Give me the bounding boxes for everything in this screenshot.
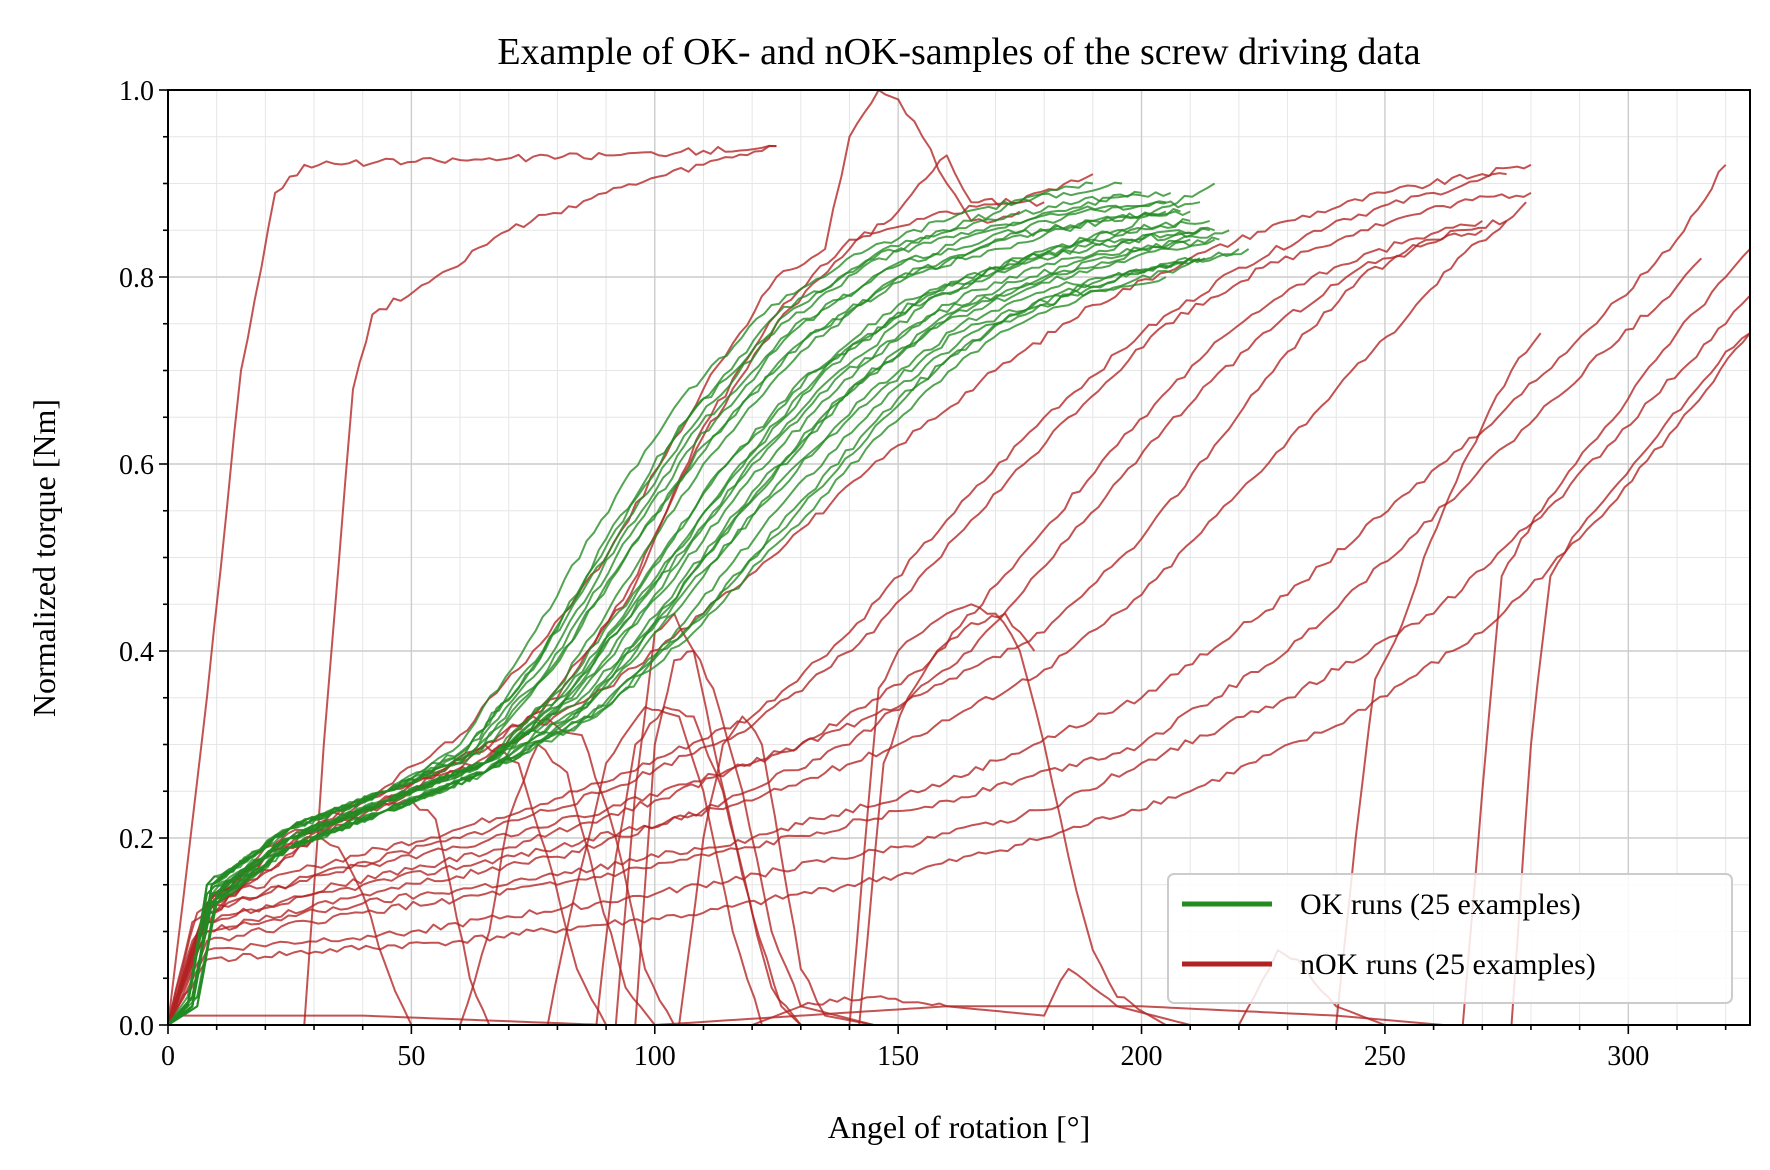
nok-run-line [848, 603, 1167, 1025]
nok-run-line [168, 220, 1483, 1025]
y-tick-label: 0.0 [119, 1011, 154, 1042]
x-axis-ticks: 0 50 100 150 200 250 300 [161, 1025, 1727, 1072]
x-tick-label: 100 [634, 1041, 676, 1072]
ok-run-line [168, 227, 1210, 1025]
nok-run-line [168, 219, 1508, 1025]
nok-run-line [168, 172, 1507, 1025]
legend-label-ok: OK runs (25 examples) [1300, 888, 1581, 921]
nok-run-line [678, 715, 874, 1025]
nok-run-line [546, 706, 763, 1025]
nok-run-line [1335, 332, 1542, 1025]
x-tick-label: 200 [1121, 1041, 1163, 1072]
nok-run-line [303, 145, 777, 1025]
y-tick-label: 0.8 [119, 263, 154, 294]
nok-run-line [168, 332, 1750, 1025]
nok-run-line [168, 257, 1703, 1025]
x-axis-label: Angel of rotation [°] [828, 1109, 1091, 1145]
nok-run-line [614, 612, 802, 1025]
x-tick-label: 300 [1607, 1041, 1649, 1072]
ok-run-line [168, 219, 1210, 1025]
nok-run-line [168, 192, 1532, 1025]
x-tick-label: 150 [877, 1041, 919, 1072]
y-tick-label: 0.2 [119, 824, 154, 855]
nok-run-line [168, 1005, 1444, 1025]
nok-run-line [858, 612, 1036, 1025]
ok-run-line [168, 257, 1206, 1025]
minor-grid [168, 90, 1750, 1025]
x-tick-label: 0 [161, 1041, 175, 1072]
nok-run-line [168, 295, 1750, 1025]
nok-run-line [168, 144, 777, 1025]
y-axis-label: Normalized torque [Nm] [26, 399, 62, 717]
ok-run-line [168, 236, 1220, 1025]
nok-run-line [1510, 332, 1750, 1025]
nok-run-line [168, 154, 1094, 1025]
nok-run-line [168, 743, 656, 1025]
series-lines [168, 90, 1750, 1025]
legend-label-nok: nOK runs (25 examples) [1300, 948, 1596, 981]
y-axis-ticks: 0.0 0.2 0.4 0.6 0.8 1.0 [119, 76, 168, 1042]
ok-run-line [168, 181, 1123, 1025]
nok-run-line [168, 229, 1483, 1025]
ok-run-line [168, 226, 1215, 1025]
y-tick-label: 0.4 [119, 637, 154, 668]
y-tick-label: 0.6 [119, 450, 154, 481]
legend-box [1167, 873, 1733, 1004]
chart-title: Example of OK- and nOK-samples of the sc… [497, 31, 1420, 73]
nok-run-line [1461, 248, 1750, 1025]
x-tick-label: 250 [1364, 1041, 1406, 1072]
x-tick-label: 50 [397, 1041, 425, 1072]
legend: OK runs (25 examples) nOK runs (25 examp… [1167, 873, 1733, 1004]
nok-run-line [168, 201, 1527, 1025]
y-tick-label: 1.0 [119, 76, 154, 107]
nok-run-line [168, 164, 1727, 1025]
nok-run-line [595, 706, 802, 1025]
